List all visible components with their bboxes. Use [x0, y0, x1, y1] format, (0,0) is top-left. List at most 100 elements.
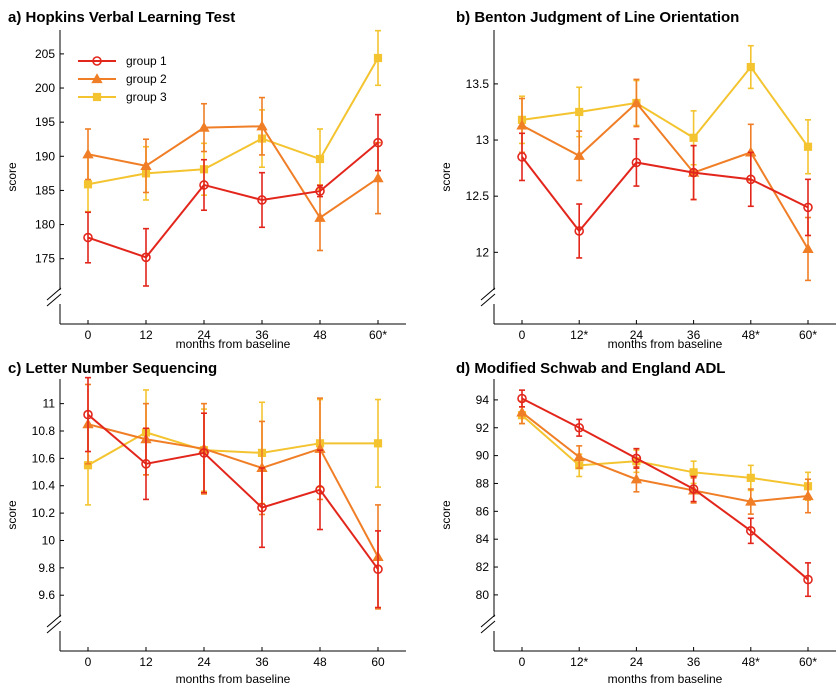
- legend: group 1 group 2 group 3: [78, 54, 167, 104]
- legend-marker: [92, 92, 102, 102]
- y-tick-label: 13: [476, 133, 490, 147]
- y-tick-label: 80: [476, 588, 490, 602]
- y-tick-label: 195: [35, 115, 55, 129]
- data-point: [746, 62, 755, 72]
- data-point: [315, 485, 325, 495]
- legend-label: group 3: [126, 90, 167, 104]
- chart-panel-1: a) Hopkins Verbal Learning Test 175 180 185…: [5, 9, 406, 351]
- y-axis-label: score: [439, 500, 453, 530]
- y-tick-label: 9.6: [38, 588, 55, 602]
- y-tick-label: 175: [35, 252, 55, 266]
- data-point: [517, 152, 527, 162]
- series-2: [82, 383, 384, 610]
- data-point: [141, 252, 151, 263]
- y-tick-label: 86: [476, 504, 490, 518]
- x-tick-label: 60: [371, 655, 385, 669]
- data-point: [689, 133, 698, 142]
- x-tick-label: 0: [85, 328, 92, 342]
- series-line: [87, 423, 379, 558]
- x-tick-label: 12*: [570, 655, 588, 669]
- series-1: [83, 376, 383, 609]
- x-axis-label: months from baseline: [176, 337, 291, 351]
- axis-break-mark: [480, 287, 496, 301]
- chart-panel-2: b) Benton Judgment of Line Orientation 12…: [439, 9, 836, 351]
- legend-marker: [92, 56, 102, 66]
- data-point: [803, 574, 813, 585]
- data-point: [257, 195, 267, 205]
- data-point: [745, 174, 756, 185]
- data-point: [803, 142, 813, 151]
- x-tick-label: 12*: [570, 328, 588, 342]
- data-point: [630, 473, 643, 484]
- series-3: [517, 406, 813, 501]
- series-line: [87, 431, 378, 467]
- series-line: [87, 413, 379, 570]
- y-axis-label: score: [439, 162, 453, 192]
- x-tick-label: 48*: [742, 328, 760, 342]
- legend-item: group 1: [78, 54, 167, 68]
- y-tick-label: 10.6: [32, 451, 56, 465]
- legend-label: group 1: [126, 54, 167, 68]
- x-tick-label: 24: [197, 655, 211, 669]
- series-line: [87, 141, 379, 259]
- x-tick-label: 60*: [369, 328, 387, 342]
- axis-break-mark: [46, 287, 62, 301]
- x-tick-label: 60*: [799, 655, 817, 669]
- data-point: [631, 157, 642, 168]
- y-tick-label: 185: [35, 183, 55, 197]
- data-point: [688, 484, 699, 494]
- data-point: [746, 473, 755, 482]
- data-point: [140, 160, 152, 170]
- data-point: [689, 468, 698, 477]
- data-point: [373, 439, 383, 448]
- data-point: [257, 502, 267, 513]
- x-tick-label: 60*: [799, 328, 817, 342]
- x-tick-label: 48*: [742, 655, 760, 669]
- series-2: [516, 78, 814, 282]
- axis-break-mark: [46, 620, 62, 634]
- data-point: [83, 180, 93, 189]
- y-tick-label: 82: [476, 560, 490, 574]
- data-point: [373, 137, 383, 148]
- data-point: [803, 202, 813, 213]
- x-tick-label: 24: [630, 328, 644, 342]
- y-tick-label: 180: [35, 218, 55, 232]
- data-point: [516, 119, 528, 130]
- series-1: [517, 389, 813, 598]
- series-line: [521, 101, 809, 250]
- data-point: [315, 186, 325, 196]
- x-tick-label: 0: [519, 328, 526, 342]
- y-tick-label: 10: [42, 533, 56, 547]
- x-tick-label: 36: [687, 655, 701, 669]
- y-axis-label: score: [5, 500, 19, 530]
- chart-title: a) Hopkins Verbal Learning Test: [8, 9, 235, 26]
- legend-item: group 3: [78, 90, 167, 104]
- x-tick-label: 0: [519, 655, 526, 669]
- data-point: [573, 149, 585, 160]
- x-axis-label: months from baseline: [176, 672, 291, 686]
- axis-break-mark: [480, 293, 496, 307]
- y-tick-label: 12.5: [466, 189, 490, 203]
- y-tick-label: 12: [476, 245, 490, 259]
- y-tick-label: 11: [43, 397, 56, 411]
- series-line: [521, 414, 809, 488]
- axis-break-mark: [46, 293, 62, 307]
- series-line: [521, 397, 809, 581]
- data-point: [575, 107, 584, 117]
- data-point: [256, 120, 268, 131]
- chart-title: d) Modified Schwab and England ADL: [456, 360, 725, 377]
- x-tick-label: 36: [255, 655, 269, 669]
- x-tick-label: 36: [687, 328, 701, 342]
- y-tick-label: 10.8: [32, 424, 56, 438]
- data-point: [631, 453, 642, 464]
- series-3: [517, 44, 813, 175]
- data-point: [802, 490, 814, 501]
- series-line: [521, 156, 809, 233]
- x-axis-label: months from baseline: [608, 337, 723, 351]
- y-tick-label: 84: [476, 532, 490, 546]
- series-line: [87, 125, 379, 220]
- y-tick-label: 94: [476, 393, 490, 407]
- data-point: [517, 393, 527, 404]
- chart-panel-4: d) Modified Schwab and England ADL 80 82 84…: [439, 360, 836, 686]
